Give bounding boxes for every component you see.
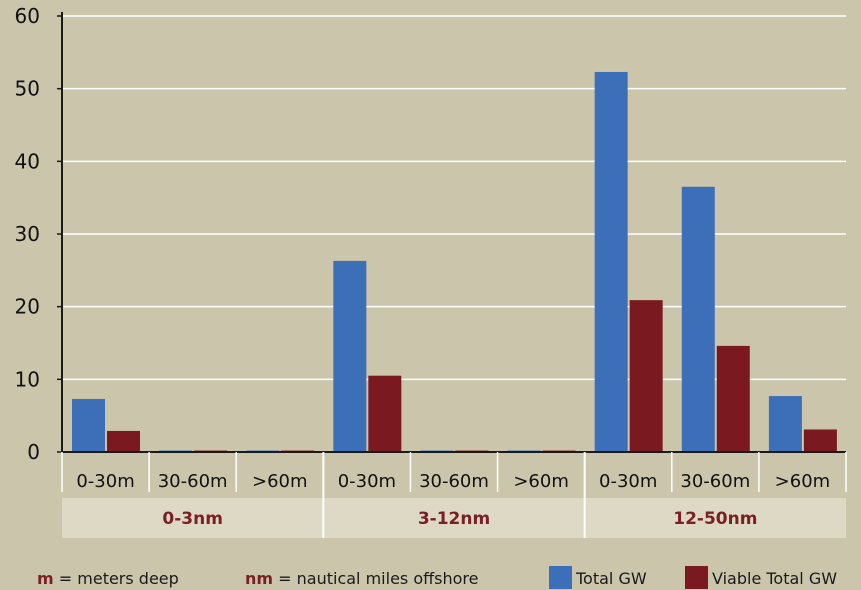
note-nm-key: nm — [245, 569, 274, 588]
y-tick-label: 60 — [15, 4, 40, 28]
note-m-text: = meters deep — [58, 569, 179, 588]
bar-viable — [107, 430, 140, 452]
group-band — [62, 498, 846, 538]
x-tick-label: 0-30m — [76, 471, 134, 492]
bar-total — [768, 396, 802, 452]
legend-note-nautical: nm = nautical miles offshore — [245, 569, 478, 588]
bar-total — [333, 260, 367, 452]
group-label: 0-3nm — [162, 509, 223, 529]
x-tick-label: 30-60m — [419, 471, 489, 492]
group-label: 3-12nm — [418, 509, 490, 529]
x-tick-label: >60m — [775, 471, 831, 492]
y-tick-label: 50 — [15, 77, 40, 101]
bar-total — [594, 71, 628, 452]
x-tick-label: >60m — [513, 471, 569, 492]
legend-label-viable: Viable Total GW — [712, 569, 838, 588]
x-tick-label: 30-60m — [158, 471, 228, 492]
x-tick-label: >60m — [252, 471, 308, 492]
bar-viable — [803, 429, 837, 452]
bar-viable — [368, 375, 402, 452]
bar-total — [72, 398, 105, 452]
bar-chart-svg: 0 10 20 30 40 50 60 0-30m 30-60m >60m 0-30m 30-60m >… — [15, 4, 847, 538]
bar-viable — [716, 345, 750, 452]
y-tick-label: 0 — [27, 440, 40, 464]
bar-total — [681, 186, 715, 452]
legend-swatch-total — [549, 566, 572, 589]
y-tick-label: 10 — [15, 367, 40, 391]
x-tick-label: 30-60m — [680, 471, 750, 492]
y-tick-label: 30 — [15, 222, 40, 246]
y-tick-label: 40 — [15, 149, 40, 173]
legend-note-meters: m = meters deep — [37, 569, 179, 588]
note-m-key: m — [37, 569, 54, 588]
group-label: 12-50nm — [673, 509, 757, 529]
legend-swatch-viable — [685, 566, 708, 589]
legend: m = meters deep nm = nautical miles offs… — [0, 566, 861, 590]
note-nm-text: = nautical miles offshore — [278, 569, 479, 588]
legend-label-total: Total GW — [576, 569, 647, 588]
x-tick-label: 0-30m — [338, 471, 396, 492]
y-tick-label: 20 — [15, 295, 40, 319]
x-tick-label: 0-30m — [599, 471, 657, 492]
bar-viable — [629, 300, 663, 452]
